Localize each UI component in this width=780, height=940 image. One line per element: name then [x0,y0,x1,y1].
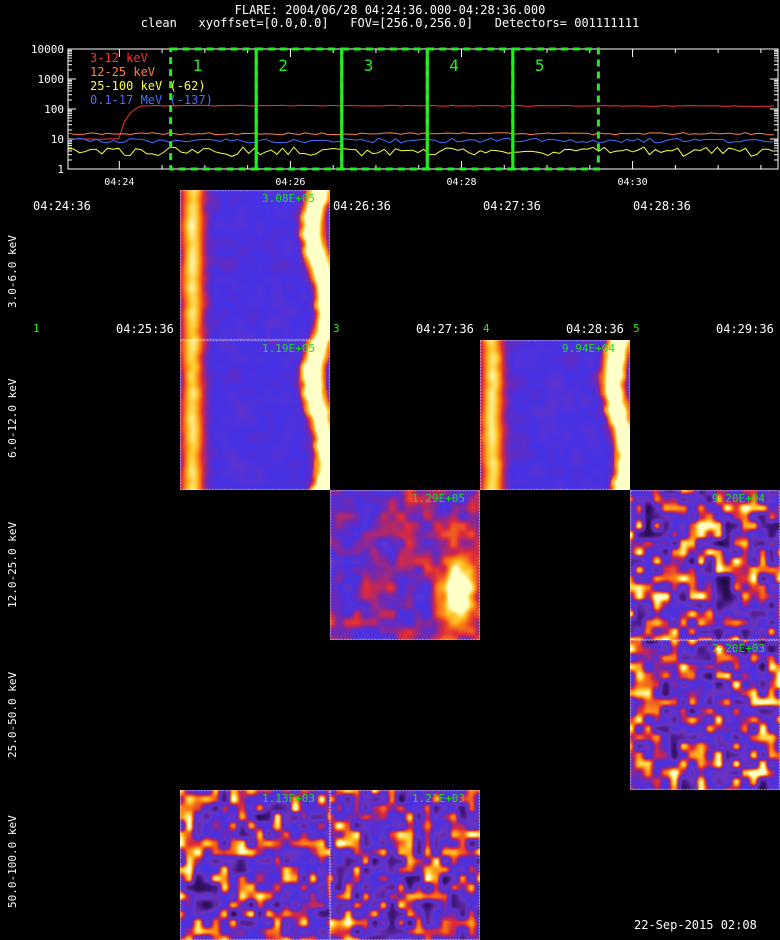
image-peak-r3-c5: 9.20E+04 [712,492,765,505]
y-tick-label: 100 [44,103,64,116]
row0-time-3: 04:26:36 [333,199,391,213]
series-line-2 [67,132,774,136]
y-tick-label: 10 [51,133,64,146]
row-label-3: 12.0-25.0 keV [6,521,19,608]
column-end-time-4: 04:28:36 [566,322,624,336]
rhessi-image-r3-c5 [630,490,780,640]
series-line-4 [67,137,774,144]
legend-series-2: 12-25 keV [90,65,156,79]
row0-time-4: 04:27:36 [483,199,541,213]
x-tick-label: 04:26 [275,177,305,188]
image-peak-r3-c3: 1.29E+05 [412,492,465,505]
image-peak-r4-c5: 2.20E+03 [712,642,765,655]
plot-title: FLARE: 2004/06/28 04:24:36.000-04:28:36.… [234,3,546,17]
x-tick-label: 04:24 [104,177,134,188]
column-index-3: 3 [333,322,340,335]
rhessi-image-r1-c2 [180,190,330,340]
column-end-time-5: 04:29:36 [716,322,774,336]
interval-label-5: 5 [535,56,545,75]
footer-timestamp: 22-Sep-2015 02:08 [634,918,757,932]
interval-label-2: 2 [278,56,288,75]
column-index-4: 4 [483,322,490,335]
x-tick-label: 04:28 [446,177,476,188]
interval-label-3: 3 [364,56,374,75]
rhessi-image-r2-c2 [180,340,330,490]
image-peak-r1-c2: 3.08E+05 [262,192,315,205]
column-end-time-3: 04:27:36 [416,322,474,336]
image-peak-r2-c4: 9.94E+04 [562,342,615,355]
column-index-1: 1 [33,322,40,335]
image-peak-r5-c2: 1.13E+03 [262,792,315,805]
y-tick-label: 10000 [31,43,64,56]
lightcurve-chart: 1 10 100 1000 10000 04:24 04:26 04:28 04:30 1 2 3 4 5 [31,43,779,188]
y-tick-label: 1 [57,163,64,176]
legend-series-1: 3-12 keV [90,51,148,65]
column-end-time-1: 04:25:36 [116,322,174,336]
row0-time-5: 04:28:36 [633,199,691,213]
row-label-5: 50.0-100.0 keV [6,815,19,908]
rhessi-image-r3-c3 [330,490,480,640]
interval-label-1: 1 [193,56,203,75]
x-tick-label: 04:30 [618,177,648,188]
column-index-5: 5 [633,322,640,335]
row0-time-1: 04:24:36 [33,199,91,213]
interval-label-4: 4 [449,56,459,75]
series-line-1 [67,104,774,140]
y-tick-label: 1000 [38,73,65,86]
row-label-2: 6.0-12.0 keV [6,378,19,458]
row-label-4: 25.0-50.0 keV [6,671,19,758]
image-peak-r2-c2: 1.19E+05 [262,342,315,355]
rhessi-image-r2-c4 [480,340,630,490]
rhessi-image-r5-c3 [330,790,480,940]
rhessi-image-r5-c2 [180,790,330,940]
legend-series-4: 0.1-17 MeV (-137) [90,93,213,107]
rhessi-image-r4-c5 [630,640,780,790]
image-peak-r5-c3: 1.21E+03 [412,792,465,805]
plot-subtitle: clean xyoffset=[0.0,0.0] FOV=[256.0,256.… [140,16,640,30]
legend-series-3: 25-100 keV (-62) [90,79,206,93]
row-label-1: 3.0-6.0 keV [6,235,19,308]
series-line-3 [67,146,774,157]
